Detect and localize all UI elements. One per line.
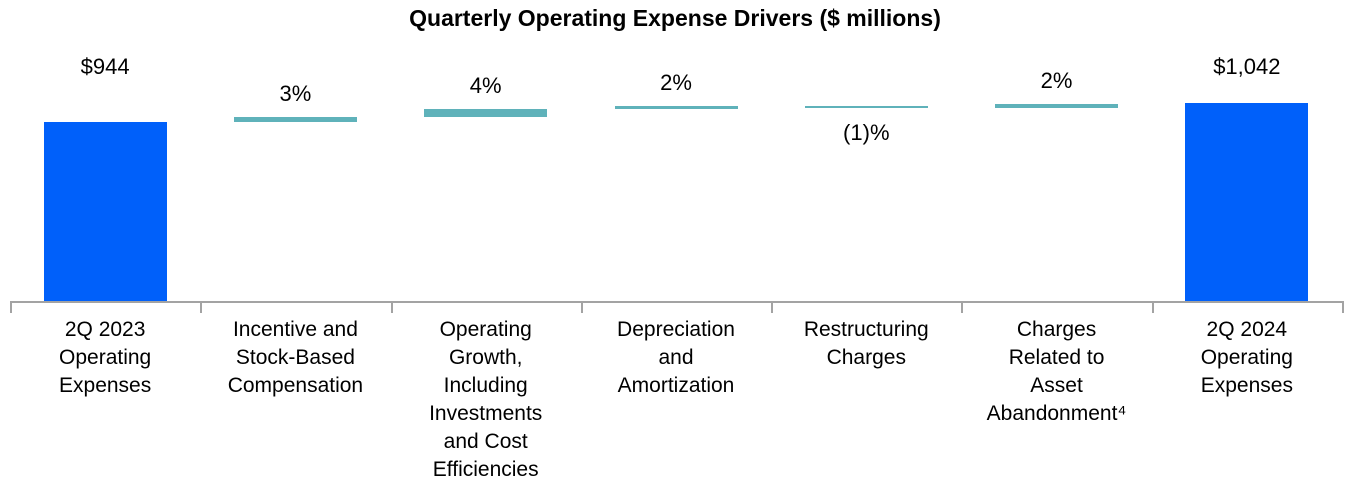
axis-tick	[961, 301, 964, 313]
category-label: Restructuring Charges	[803, 318, 929, 369]
axis-tick	[1151, 301, 1154, 313]
category-label: Incentive and Stock-Based Compensation	[227, 318, 364, 397]
category-label: 2Q 2024 Operating Expenses	[1200, 318, 1293, 397]
chart-title: Quarterly Operating Expense Drivers ($ m…	[409, 5, 941, 31]
delta-bar-segment	[233, 116, 357, 122]
axis-tick	[580, 301, 583, 313]
total-bar	[43, 122, 167, 301]
value-label: $944	[80, 54, 130, 79]
category-label: Depreciation and Amortization	[617, 318, 735, 397]
value-label: (1)%	[843, 119, 890, 145]
axis-tick	[390, 301, 393, 313]
total-bar	[1185, 103, 1309, 301]
value-label: 2%	[1040, 68, 1073, 94]
x-axis-line	[10, 301, 1344, 303]
axis-tick	[200, 301, 203, 313]
value-label: 4%	[469, 73, 502, 99]
delta-bar-segment	[614, 105, 738, 110]
category-label: Operating Growth, Including Investments …	[429, 318, 543, 481]
category-label: Charges Related to Asset Abandonment⁴	[986, 318, 1127, 425]
value-label: 3%	[279, 80, 312, 106]
delta-bar-segment	[804, 105, 928, 108]
axis-tick	[1342, 301, 1344, 313]
delta-bar-segment	[424, 109, 548, 117]
category-label: 2Q 2023 Operating Expenses	[59, 318, 152, 397]
axis-tick	[771, 301, 774, 313]
value-label: 2%	[660, 69, 692, 95]
value-label: $1,042	[1213, 54, 1281, 79]
delta-bar-segment	[995, 104, 1119, 108]
axis-tick	[10, 301, 12, 313]
